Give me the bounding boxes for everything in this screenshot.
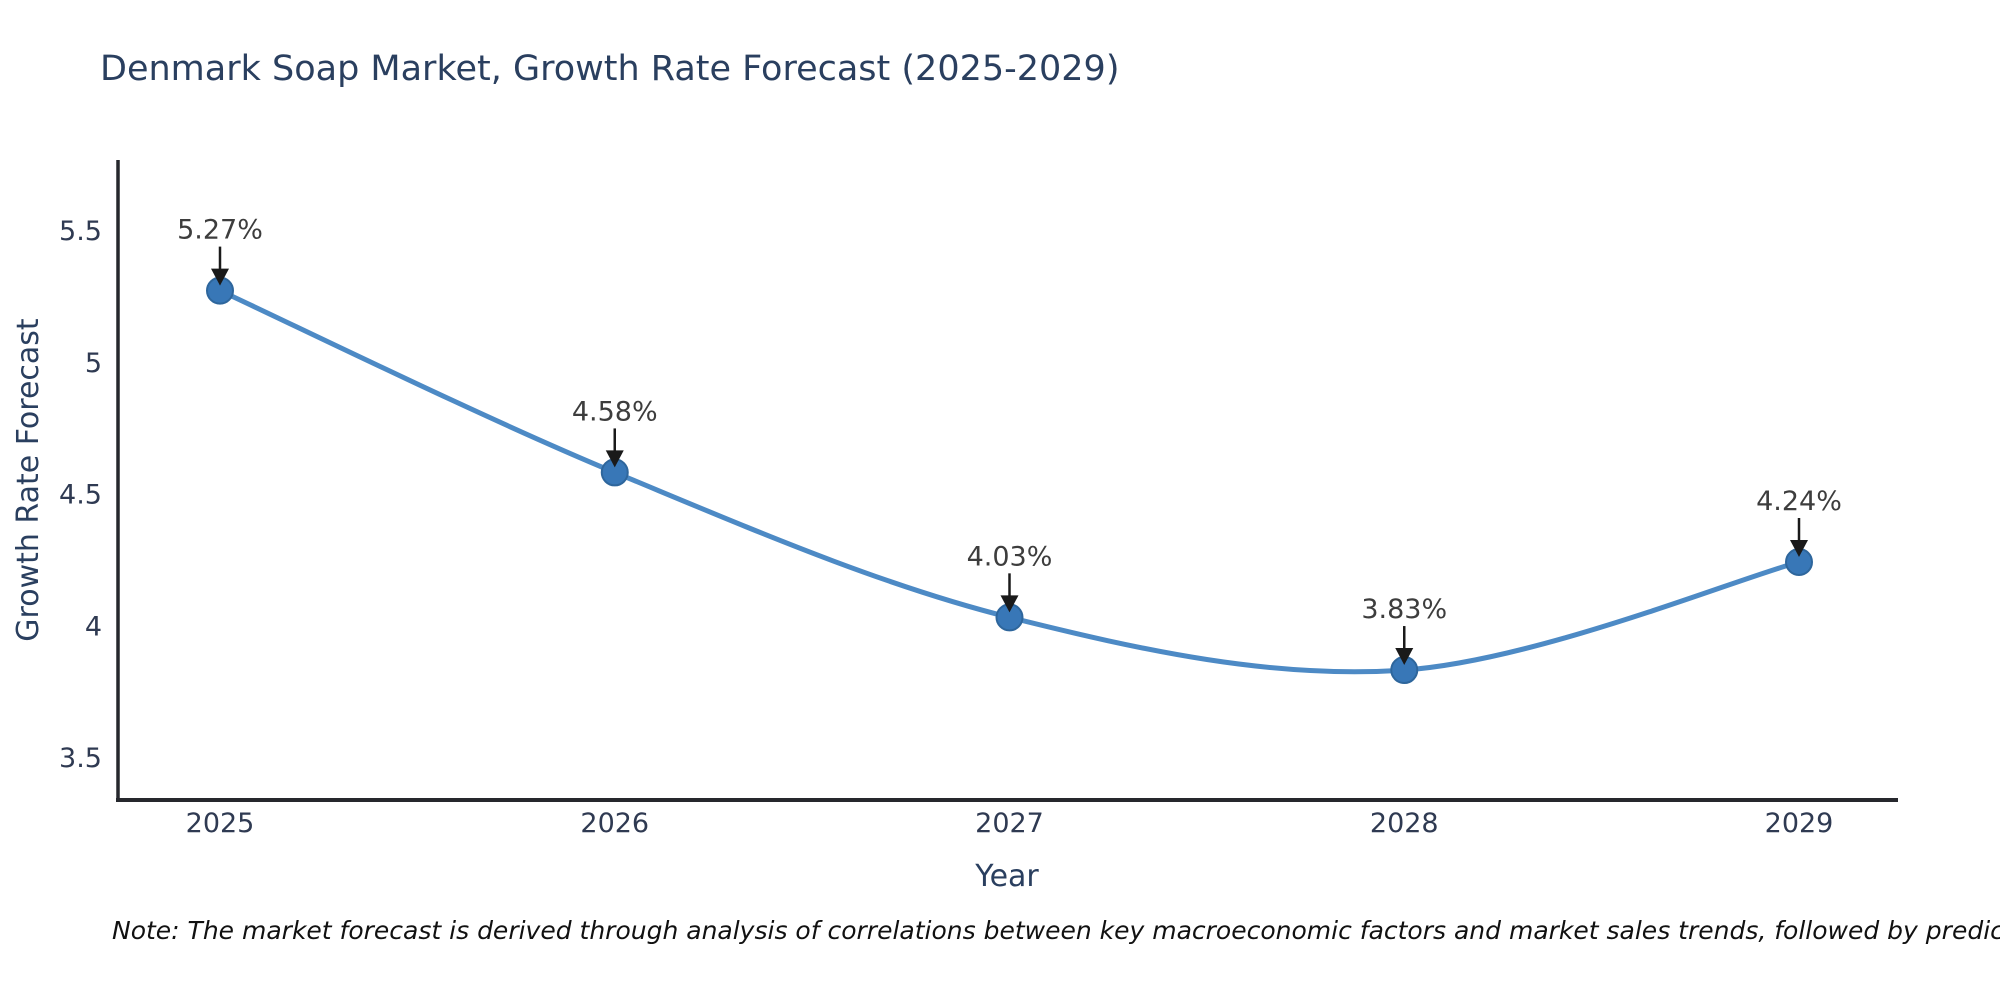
annotation-arrowhead-icon [1000, 595, 1019, 613]
chart-title: Denmark Soap Market, Growth Rate Forecas… [100, 49, 1119, 89]
y-axis-tick-labels: 5.5 5 4.5 4 3.5 [59, 216, 102, 774]
point-value-label: 4.24% [1756, 486, 1842, 517]
point-value-label: 3.83% [1361, 594, 1447, 625]
point-value-label: 4.58% [572, 396, 658, 427]
y-axis-title: Growth Rate Forecast [11, 318, 46, 642]
footnote: Note: The market forecast is derived thr… [112, 916, 2000, 945]
x-tick-label: 2025 [186, 808, 255, 839]
data-point-markers [206, 276, 1813, 685]
x-tick-label: 2029 [1765, 808, 1834, 839]
point-value-label: 5.27% [177, 215, 263, 246]
x-tick-label: 2028 [1370, 808, 1439, 839]
x-axis-tick-labels: 2025 2026 2027 2028 2029 [186, 808, 1834, 839]
x-axis-title: Year [974, 859, 1039, 894]
x-tick-label: 2026 [580, 808, 649, 839]
y-tick-label: 3.5 [59, 743, 102, 774]
annotation-arrowhead-icon [211, 268, 229, 286]
y-tick-label: 4 [85, 611, 102, 642]
data-point-annotations: 5.27% 4.58% 4.03% 3.83% 4.24% [177, 215, 1842, 666]
annotation-arrowhead-icon [1790, 540, 1808, 558]
annotation-arrowhead-icon [605, 450, 624, 468]
point-value-label: 4.03% [967, 541, 1053, 572]
annotation-arrowhead-icon [1395, 648, 1414, 666]
y-tick-label: 5 [85, 348, 102, 379]
x-tick-label: 2027 [975, 808, 1044, 839]
y-tick-label: 5.5 [59, 216, 102, 247]
y-tick-label: 4.5 [59, 480, 102, 511]
